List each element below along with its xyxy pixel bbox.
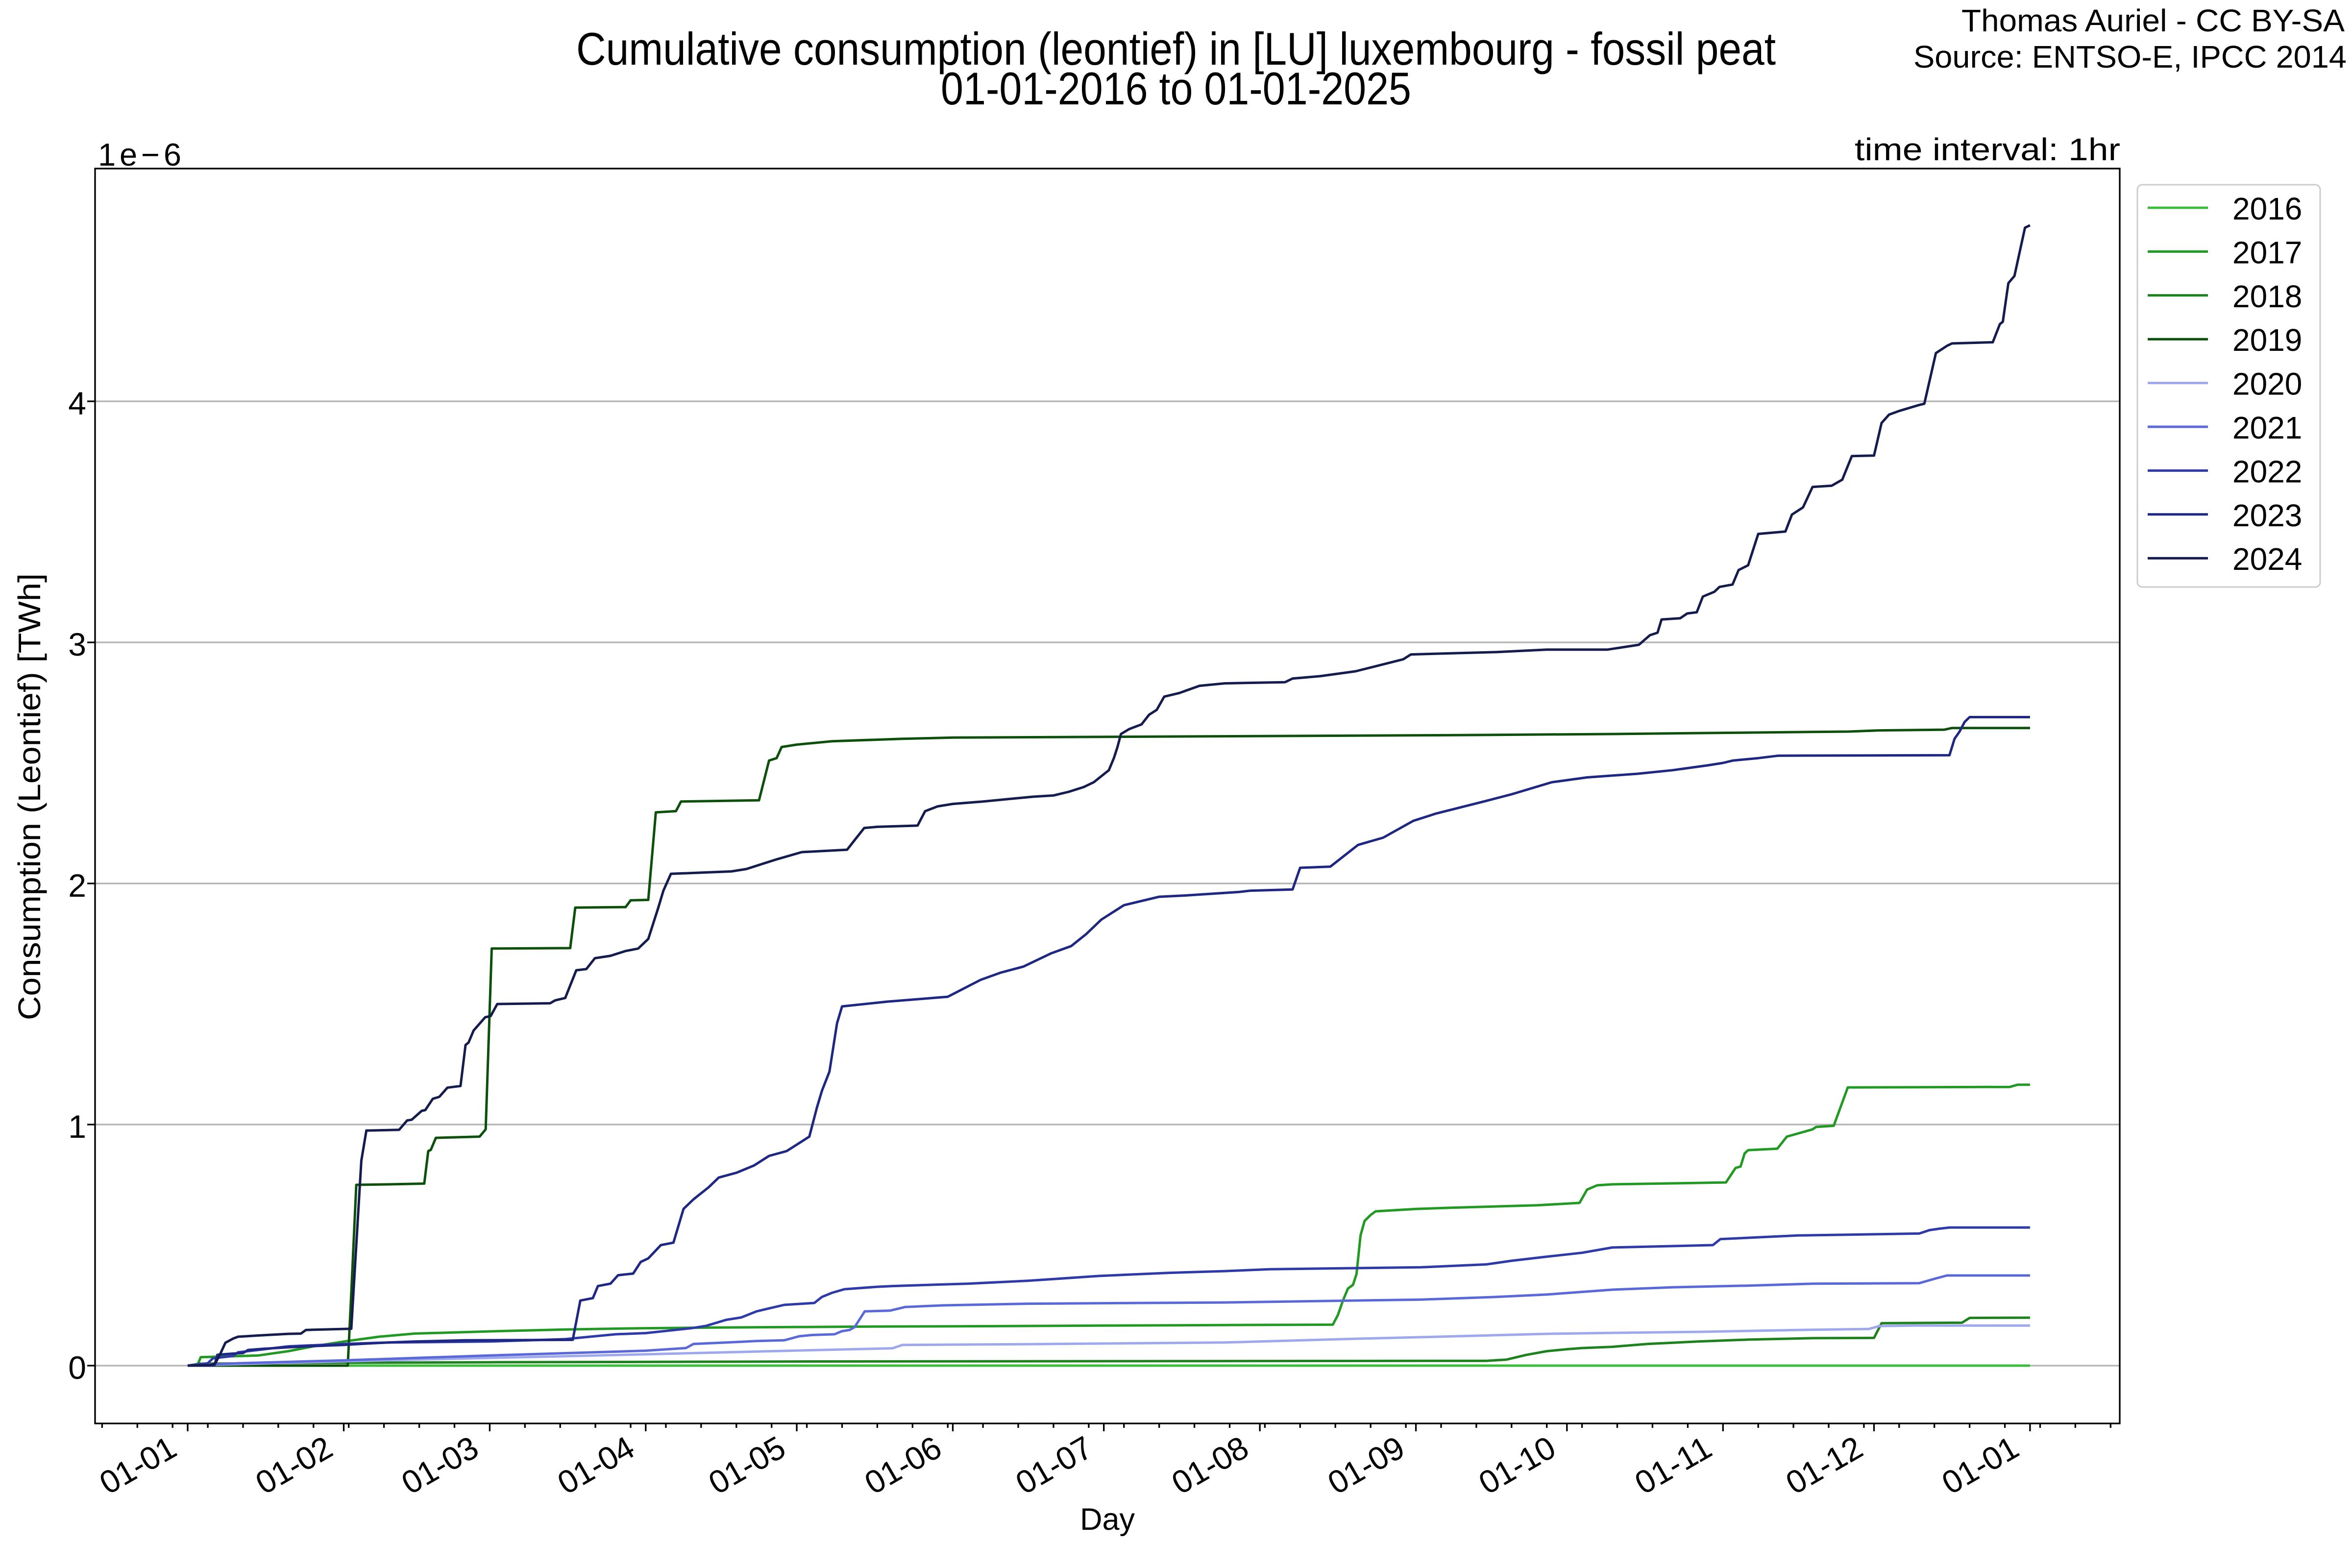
- svg-text:Source: ENTSO-E, IPCC 2014: Source: ENTSO-E, IPCC 2014: [1913, 39, 2347, 74]
- svg-text:2: 2: [68, 867, 86, 904]
- svg-text:2024: 2024: [2232, 541, 2302, 577]
- svg-text:01-01-2016 to 01-01-2025: 01-01-2016 to 01-01-2025: [941, 63, 1411, 114]
- svg-text:2022: 2022: [2232, 454, 2302, 489]
- svg-text:2018: 2018: [2232, 279, 2302, 314]
- svg-text:Day: Day: [1080, 1502, 1135, 1537]
- svg-text:1: 1: [68, 1108, 86, 1145]
- svg-text:2023: 2023: [2232, 498, 2302, 533]
- svg-text:3: 3: [68, 626, 86, 662]
- svg-text:time interval: 1hr: time interval: 1hr: [1855, 132, 2120, 167]
- svg-text:2016: 2016: [2232, 191, 2302, 226]
- svg-text:2019: 2019: [2232, 322, 2302, 358]
- svg-text:0: 0: [68, 1349, 86, 1386]
- svg-text:Cumulative consumption (leonti: Cumulative consumption (leontief) in [LU…: [576, 23, 1776, 74]
- svg-text:2017: 2017: [2232, 235, 2302, 270]
- svg-text:Thomas Auriel - CC BY-SA: Thomas Auriel - CC BY-SA: [1961, 3, 2345, 38]
- svg-text:Consumption (Leontief) [TWh]: Consumption (Leontief) [TWh]: [12, 573, 47, 1020]
- svg-text:2021: 2021: [2232, 410, 2302, 445]
- svg-text:2020: 2020: [2232, 367, 2302, 402]
- svg-text:4: 4: [68, 385, 86, 421]
